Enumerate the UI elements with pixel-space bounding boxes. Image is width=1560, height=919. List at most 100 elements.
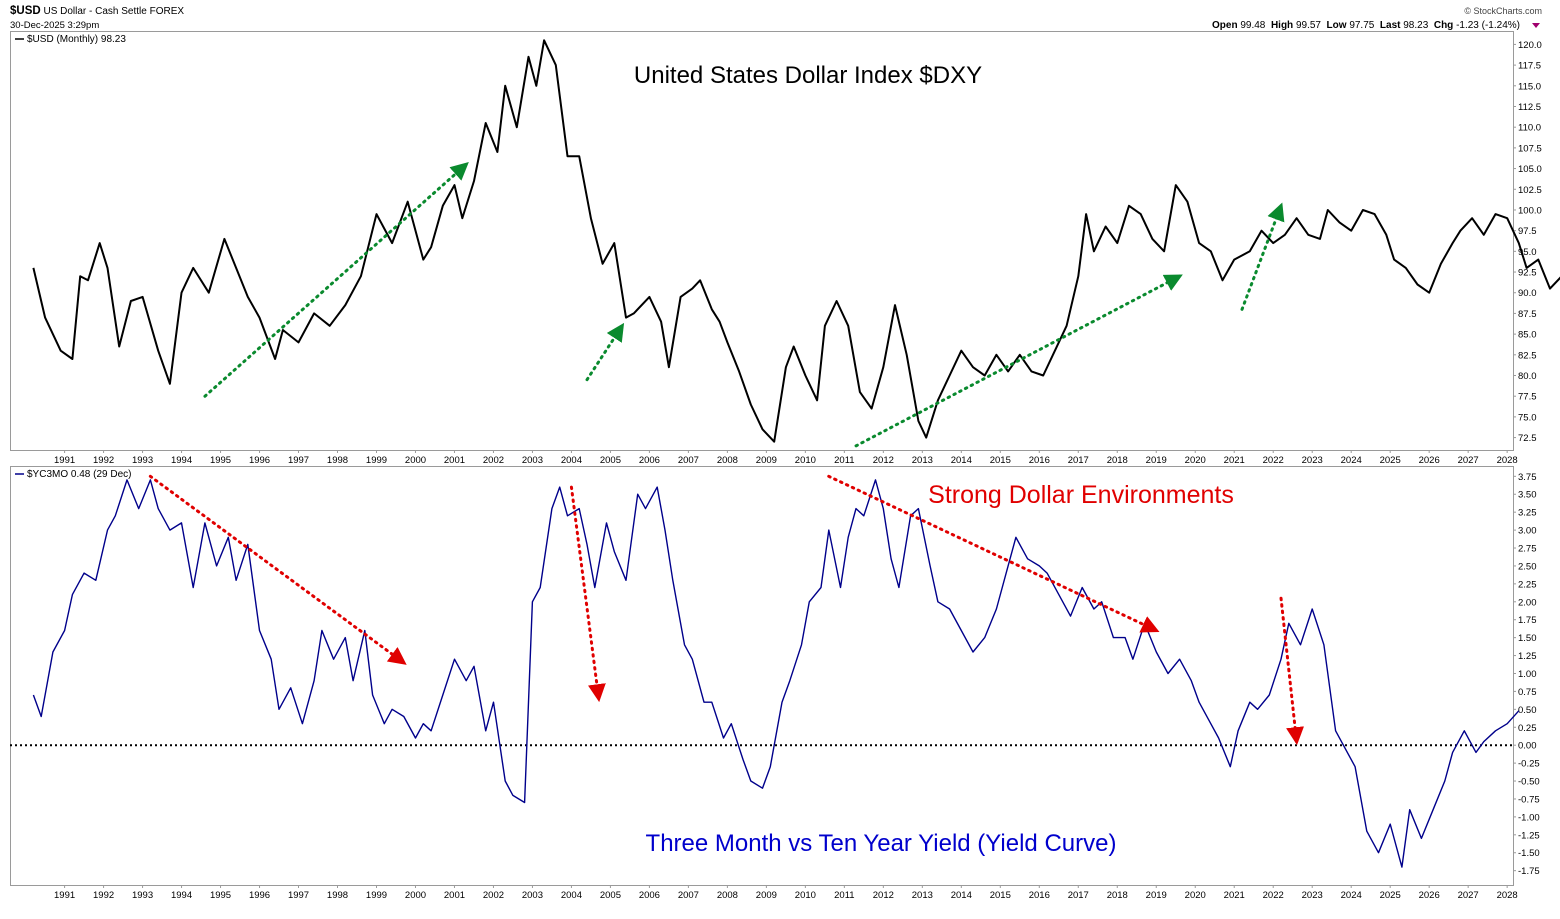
bottom-y-tick-label: -1.75	[1518, 866, 1540, 877]
top-x-tick-label: 2016	[1029, 455, 1050, 466]
bottom-x-tick-label: 2001	[444, 890, 465, 901]
top-x-tick-label: 1999	[366, 455, 387, 466]
top-y-tick-label: 102.5	[1518, 185, 1542, 196]
bottom-x-tick-label: 2017	[1068, 890, 1089, 901]
bottom-x-tick-label: 1995	[210, 890, 231, 901]
top-y-tick-label: 82.5	[1518, 350, 1537, 361]
bottom-x-tick-label: 2027	[1458, 890, 1479, 901]
top-x-tick-label: 2005	[600, 455, 621, 466]
top-x-tick-label: 2017	[1068, 455, 1089, 466]
bottom-x-tick-label: 1997	[288, 890, 309, 901]
top-x-tick-label: 2002	[483, 455, 504, 466]
top-x-tick-label: 2018	[1107, 455, 1128, 466]
bottom-y-tick-label: 3.75	[1518, 472, 1537, 483]
top-y-tick-label: 107.5	[1518, 143, 1542, 154]
bottom-x-tick-label: 2016	[1029, 890, 1050, 901]
top-x-tick-label: 2009	[756, 455, 777, 466]
top-y-tick-label: 92.5	[1518, 268, 1537, 279]
low-value: 97.75	[1349, 20, 1375, 31]
top-y-tick-label: 110.0	[1518, 123, 1541, 134]
top-x-tick-label: 2025	[1380, 455, 1401, 466]
chart-date: 30-Dec-2025 3:29pm	[10, 20, 100, 31]
top-x-tick-label: 1992	[93, 455, 114, 466]
top-x-tick-label: 2006	[639, 455, 660, 466]
top-y-tick-label: 112.5	[1518, 102, 1541, 113]
top-x-tick-label: 2008	[717, 455, 738, 466]
bottom-x-tick-label: 2000	[405, 890, 426, 901]
top-y-tick-label: 100.0	[1518, 205, 1542, 216]
bottom-y-tick-label: -1.00	[1518, 812, 1540, 823]
top-x-tick-label: 2026	[1419, 455, 1440, 466]
bottom-y-tick-label: 0.00	[1518, 741, 1537, 752]
top-panel: 1991 1992 1993 1994 1995 1996 1997 1998 1999 2000…	[32, 39, 1560, 466]
bottom-trend-arrow	[569, 485, 606, 703]
open-label: Open	[1212, 20, 1238, 31]
top-x-tick-label: 2010	[795, 455, 816, 466]
high-value: 99.57	[1295, 20, 1321, 31]
top-x-tick-label: 2003	[522, 455, 543, 466]
high-label: High	[1270, 20, 1294, 31]
bottom-trend-arrow	[1279, 596, 1305, 746]
bottom-y-tick-label: 1.00	[1518, 669, 1537, 680]
top-y-tick-label: 115.0	[1518, 81, 1541, 92]
top-x-tick-label: 2027	[1458, 455, 1479, 466]
top-x-tick-label: 2004	[561, 455, 582, 466]
bottom-y-tick-label: -0.50	[1518, 777, 1540, 788]
top-trend-arrow	[1240, 202, 1285, 311]
bottom-x-tick-label: 2013	[912, 890, 933, 901]
bottom-x-tick-label: 2022	[1263, 890, 1284, 901]
dropdown-arrow-icon[interactable]	[1532, 23, 1540, 28]
bottom-y-tick-label: 0.25	[1518, 723, 1537, 734]
strong-dollar-annotation: Strong Dollar Environments	[928, 481, 1234, 509]
bottom-y-tick-label: 3.50	[1518, 490, 1537, 501]
top-x-tick-label: 2023	[1302, 455, 1323, 466]
top-x-tick-label: 1997	[288, 455, 309, 466]
top-x-tick-label: 2014	[951, 455, 972, 466]
top-annotation-title: United States Dollar Index $DXY	[634, 62, 982, 89]
bottom-x-tick-label: 2010	[795, 890, 816, 901]
bottom-x-tick-label: 2023	[1302, 890, 1323, 901]
bottom-x-tick-label: 2014	[951, 890, 972, 901]
top-x-tick-label: 1998	[327, 455, 348, 466]
top-x-tick-label: 2024	[1341, 455, 1362, 466]
bottom-x-tick-label: 1996	[249, 890, 270, 901]
chg-label: Chg	[1433, 20, 1454, 31]
last-value: 98.23	[1403, 20, 1429, 31]
bottom-x-tick-label: 2012	[873, 890, 894, 901]
bottom-y-tick-label: 2.75	[1518, 544, 1537, 555]
bottom-x-tick-label: 1998	[327, 890, 348, 901]
top-trend-arrow	[585, 322, 625, 382]
top-legend: $USD (Monthly) 98.23	[27, 34, 126, 45]
bottom-series-line	[32, 479, 1520, 868]
bottom-trend-arrow	[827, 474, 1160, 633]
bottom-y-tick-label: 1.25	[1518, 651, 1537, 662]
bottom-x-tick-label: 2002	[483, 890, 504, 901]
bottom-x-tick-label: 2003	[522, 890, 543, 901]
chg-value: -1.23 (-1.24%)	[1456, 20, 1520, 31]
top-y-tick-label: 80.0	[1518, 371, 1537, 382]
bottom-x-tick-label: 2004	[561, 890, 582, 901]
bottom-y-tick-label: 2.25	[1518, 579, 1537, 590]
last-label: Last	[1379, 20, 1401, 31]
bottom-y-tick-label: 2.50	[1518, 561, 1537, 572]
bottom-y-tick-label: 1.50	[1518, 633, 1537, 644]
top-trend-arrow	[854, 274, 1183, 448]
top-panel-frame	[10, 31, 1514, 451]
top-x-tick-label: 2001	[444, 455, 465, 466]
top-y-tick-label: 117.5	[1518, 61, 1541, 72]
top-y-tick-label: 97.5	[1518, 226, 1537, 237]
brand-label: © StockCharts.com	[1464, 6, 1542, 16]
bottom-panel: 1991 1992 1993 1994 1995 1996 1997 1998 1999 2000…	[10, 472, 1540, 901]
bottom-x-tick-label: 2018	[1107, 890, 1128, 901]
bottom-y-tick-label: 1.75	[1518, 615, 1537, 626]
bottom-y-tick-label: 2.00	[1518, 597, 1537, 608]
bottom-x-tick-label: 2028	[1497, 890, 1518, 901]
top-y-tick-label: 90.0	[1518, 288, 1537, 299]
top-y-tick-label: 85.0	[1518, 330, 1537, 341]
bottom-x-tick-label: 2007	[678, 890, 699, 901]
bottom-x-tick-label: 2009	[756, 890, 777, 901]
top-x-tick-label: 1993	[132, 455, 153, 466]
top-x-tick-label: 2021	[1224, 455, 1245, 466]
bottom-x-tick-label: 2005	[600, 890, 621, 901]
bottom-y-tick-label: 3.25	[1518, 508, 1537, 519]
